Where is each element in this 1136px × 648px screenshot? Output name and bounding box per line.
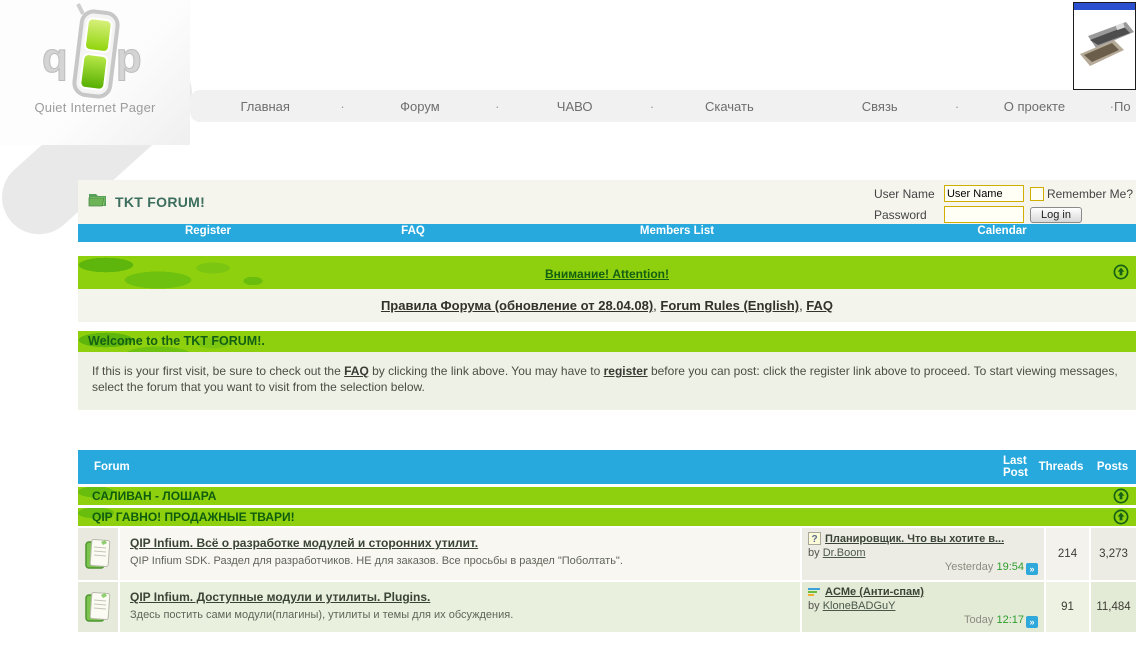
by-label: by: [808, 547, 820, 559]
login-form: User Name Remember Me? Password Log in: [874, 183, 1133, 225]
last-post-time: 19:54: [996, 561, 1024, 573]
welcome-text-part: by clicking the link above. You may have…: [368, 364, 604, 378]
nav-separator: ·: [954, 98, 960, 114]
header-last-post: Last Post: [1003, 455, 1028, 479]
welcome-faq-link[interactable]: FAQ: [344, 364, 369, 378]
rules-link-ru[interactable]: Правила Форума (обновление от 28.04.08): [380, 298, 654, 313]
category-label: QIP ГАВНО! ПРОДАЖНЫЕ ТВАРИ!: [92, 510, 295, 524]
nav-item-about[interactable]: О проекте: [1003, 98, 1066, 114]
category-bar-1[interactable]: САЛИВАН - ЛОШАРА: [78, 487, 1136, 505]
nav-item-faq[interactable]: ЧАВО: [556, 98, 593, 114]
members-list-link[interactable]: Members List: [639, 225, 715, 237]
username-input[interactable]: [943, 185, 1024, 202]
collapse-arrow-icon[interactable]: [1113, 509, 1129, 525]
forum-status-icon: [78, 528, 118, 580]
welcome-register-link[interactable]: register: [603, 364, 648, 378]
last-post-author[interactable]: Dr.Boom: [822, 547, 866, 559]
forum-cell: QIP Infium. Всё о разработке модулей и с…: [118, 528, 800, 580]
nav-item-home[interactable]: Главная: [240, 98, 290, 114]
threads-count: 214: [1044, 528, 1089, 580]
forum-table-header: Forum Last Post Threads Posts: [78, 450, 1136, 484]
username-label: User Name: [873, 186, 935, 201]
welcome-text-part: before you can post: click the register …: [92, 364, 1118, 394]
rules-link-en[interactable]: Forum Rules (English): [660, 298, 800, 313]
last-post-author[interactable]: KloneBADGuY: [822, 600, 896, 612]
qip-phone-icon: q p: [0, 2, 190, 104]
header-forum: Forum: [94, 461, 130, 473]
remember-me-checkbox[interactable]: [1029, 186, 1044, 201]
svg-text:p: p: [116, 34, 142, 81]
page-title: TKT FORUM!: [115, 193, 206, 210]
welcome-header: Welcome to the TKT FORUM!.: [78, 331, 1136, 352]
last-post-cell: ? Планировщик. Что вы хотите в... by Dr.…: [800, 528, 1044, 580]
nav-item-cutoff[interactable]: По: [1113, 98, 1131, 114]
nav-separator: ·: [495, 98, 500, 114]
posts-count: 11,484: [1089, 582, 1136, 632]
rules-separator: ,: [799, 298, 807, 313]
folder-icon: [88, 191, 108, 212]
nav-item-download[interactable]: Скачать: [704, 98, 754, 114]
threads-count: 91: [1044, 582, 1089, 632]
gadget-photo: [1074, 22, 1135, 89]
collapse-arrow-icon[interactable]: [1113, 264, 1129, 280]
nav-item-forum[interactable]: Форум: [400, 98, 440, 114]
password-input[interactable]: [943, 206, 1024, 223]
nav-separator: ·: [649, 98, 655, 114]
question-post-icon: ?: [808, 532, 821, 545]
calendar-link[interactable]: Calendar: [977, 225, 1027, 237]
forum-link[interactable]: QIP Infium. Доступные модули и утилиты. …: [130, 590, 431, 604]
qip-logo[interactable]: q p Quiet Internet Pager: [0, 0, 190, 145]
forum-description: QIP Infium SDK. Раздел для разработчиков…: [130, 555, 623, 567]
last-post-link[interactable]: Планировщик. Что вы хотите в...: [825, 532, 1005, 545]
last-post-cell: ACMe (Анти-спам) by KloneBADGuY Today 12…: [800, 582, 1044, 632]
forum-status-icon: [78, 582, 118, 632]
top-nav: Главная · Форум · ЧАВО · Скачать Связь ·…: [190, 90, 1136, 122]
collapse-arrow-icon[interactable]: [1113, 488, 1129, 504]
nav-item-contact[interactable]: Связь: [861, 98, 898, 114]
last-post-date: Yesterday: [944, 561, 994, 573]
goto-last-post-icon[interactable]: »: [1026, 616, 1038, 628]
last-post-link[interactable]: ACMe (Анти-спам): [825, 586, 924, 598]
posts-count: 3,273: [1089, 528, 1136, 580]
forum-row: QIP Infium. Всё о разработке модулей и с…: [78, 528, 1136, 580]
rules-link-faq[interactable]: FAQ: [806, 298, 834, 313]
attention-banner: Внимание! Attention!: [78, 256, 1136, 289]
forum-row: QIP Infium. Доступные модули и утилиты. …: [78, 582, 1136, 632]
rules-row: Правила Форума (обновление от 28.04.08),…: [78, 289, 1136, 322]
password-label: Password: [873, 207, 927, 222]
welcome-text-part: If this is your first visit, be sure to …: [92, 364, 345, 378]
welcome-text: If this is your first visit, be sure to …: [78, 352, 1136, 410]
forum-description: Здесь постить сами модули(плагины), утил…: [130, 609, 514, 621]
forum-menu-bar: Register FAQ Members List Calendar: [78, 224, 1136, 242]
forum-container: TKT FORUM! User Name Remember Me? Passwo…: [78, 180, 1136, 632]
by-label: by: [808, 600, 820, 612]
header-posts: Posts: [1096, 461, 1129, 473]
logo-caption: Quiet Internet Pager: [34, 100, 156, 115]
category-bar-2[interactable]: QIP ГАВНО! ПРОДАЖНЫЕ ТВАРИ!: [78, 508, 1136, 526]
last-post-time: 12:17: [996, 614, 1024, 626]
attention-link[interactable]: Внимание! Attention!: [545, 267, 669, 281]
remember-me-label: Remember Me?: [1046, 186, 1133, 201]
forum-title-bar: TKT FORUM! User Name Remember Me? Passwo…: [78, 180, 1136, 224]
header-threads: Threads: [1038, 461, 1084, 473]
svg-text:q: q: [42, 34, 68, 81]
rules-separator: ,: [653, 298, 661, 313]
login-button[interactable]: Log in: [1029, 206, 1082, 223]
last-post-date: Today: [964, 614, 994, 626]
banner-frame: [1074, 3, 1135, 10]
faq-link[interactable]: FAQ: [401, 225, 425, 237]
nav-separator: ·: [1109, 98, 1114, 114]
forum-cell: QIP Infium. Доступные модули и утилиты. …: [118, 582, 800, 632]
banner-image[interactable]: [1073, 2, 1136, 90]
register-link[interactable]: Register: [184, 225, 232, 237]
nav-separator: ·: [340, 98, 345, 114]
goto-last-post-icon[interactable]: »: [1026, 563, 1038, 575]
category-label: САЛИВАН - ЛОШАРА: [92, 489, 217, 503]
forum-link[interactable]: QIP Infium. Всё о разработке модулей и с…: [130, 536, 479, 550]
poll-post-icon: [808, 587, 821, 597]
